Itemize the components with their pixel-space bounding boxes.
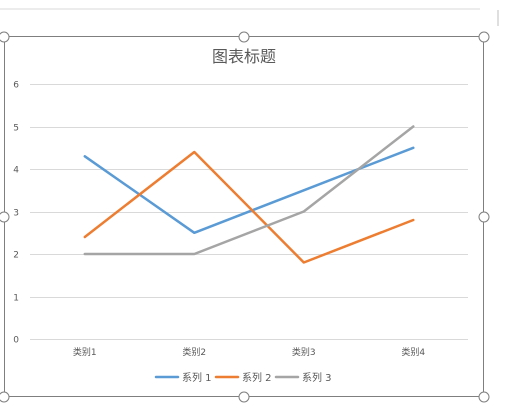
chart-area-frame[interactable] [4, 36, 484, 397]
series-lines [83, 125, 415, 264]
y-tick-label: 3 [13, 209, 19, 219]
resize-handles[interactable] [0, 31, 490, 403]
resize-handle-bottom-left[interactable] [0, 391, 10, 403]
x-category-label: 类别4 [401, 346, 425, 358]
legend-label-series-3[interactable]: 系列 3 [302, 371, 332, 384]
y-axis-tick-labels: 0 1 2 3 4 5 6 [13, 81, 19, 346]
legend[interactable]: 系列 1 系列 2 系列 3 [154, 371, 332, 384]
legend-label-series-2[interactable]: 系列 2 [242, 371, 272, 384]
resize-handle-top-right[interactable] [478, 31, 490, 43]
series-line-2[interactable] [83, 150, 415, 264]
resize-handle-bottom-right[interactable] [478, 391, 490, 403]
resize-handle-bottom-middle[interactable] [238, 391, 250, 403]
x-category-label: 类别2 [182, 346, 206, 358]
y-tick-label: 5 [13, 124, 19, 134]
x-axis-category-labels: 类别1 类别2 类别3 类别4 [73, 346, 426, 358]
resize-handle-middle-right[interactable] [478, 211, 490, 223]
resize-handle-top-left[interactable] [0, 31, 10, 43]
x-category-label: 类别3 [292, 346, 316, 358]
y-tick-label: 2 [13, 251, 19, 261]
legend-label-series-1[interactable]: 系列 1 [182, 371, 212, 384]
x-category-label: 类别1 [73, 346, 97, 358]
series-line-3[interactable] [83, 125, 415, 256]
y-tick-label: 4 [13, 166, 19, 176]
y-tick-label: 1 [13, 294, 19, 304]
y-tick-label: 6 [13, 81, 19, 91]
resize-handle-middle-left[interactable] [0, 211, 10, 223]
resize-handle-top-middle[interactable] [238, 31, 250, 43]
y-tick-label: 0 [13, 336, 19, 346]
chart-title[interactable]: 图表标题 [212, 47, 276, 66]
